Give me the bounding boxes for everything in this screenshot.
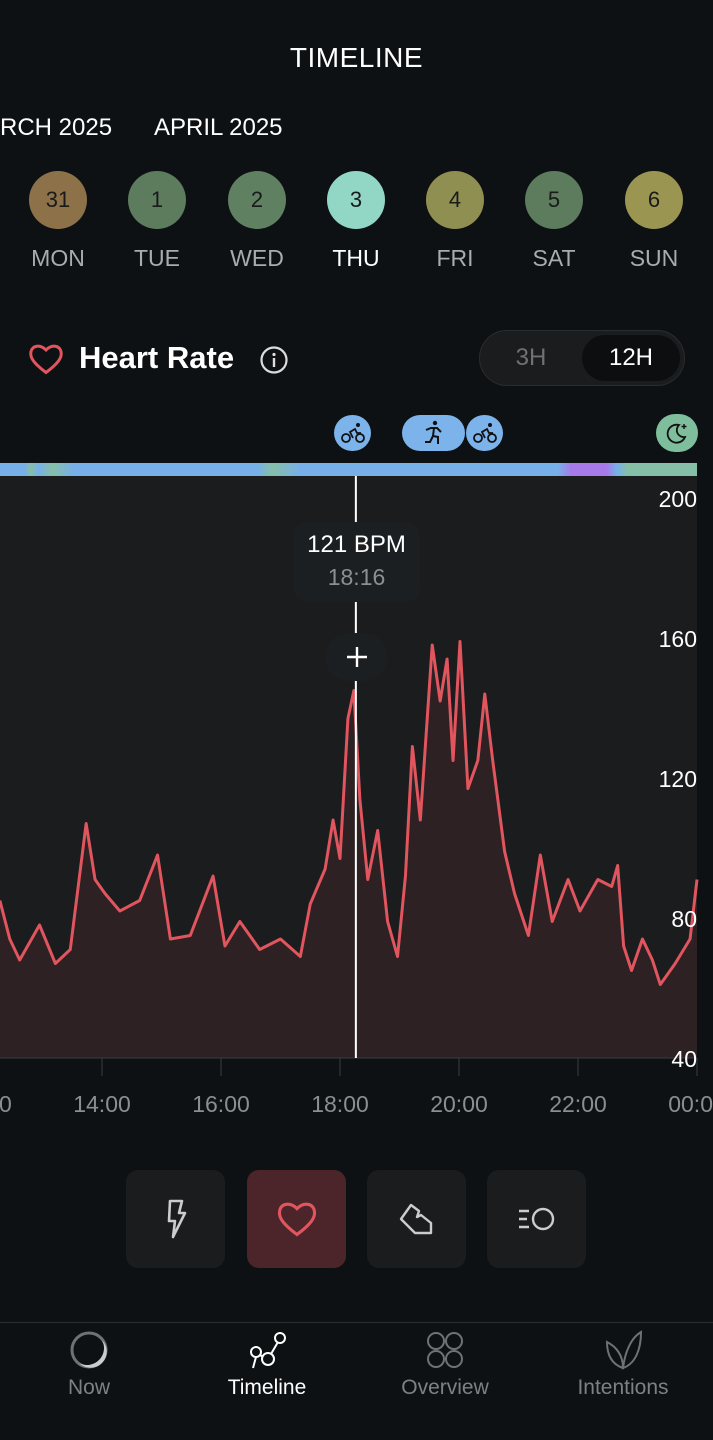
day-number: 31 — [29, 171, 87, 229]
heart-icon — [29, 344, 63, 375]
x-tick-label: 16:00 — [192, 1091, 250, 1117]
range-toggle: 3H 12H — [479, 330, 685, 386]
nav-timeline[interactable]: Timeline — [187, 1330, 347, 1400]
range-3h-button[interactable]: 3H — [515, 344, 547, 371]
day-number: 6 — [625, 171, 683, 229]
x-tick-label: 22:00 — [549, 1091, 607, 1117]
day-wed[interactable]: 2 WED — [227, 171, 287, 272]
x-tick-label: 14:00 — [73, 1091, 131, 1117]
nav-label: Now — [67, 1376, 110, 1399]
y-tick-label: 120 — [659, 766, 697, 792]
activity-timeline-bar — [0, 463, 697, 476]
activity-cycling-icon[interactable] — [466, 415, 503, 451]
activity-cycling-icon[interactable] — [334, 415, 371, 451]
day-number: 4 — [426, 171, 484, 229]
day-number: 5 — [525, 171, 583, 229]
moon-circle-icon — [70, 1331, 108, 1369]
day-label: FRI — [436, 245, 474, 271]
activity-sleep-moon-icon[interactable] — [656, 414, 698, 452]
tooltip-value: 121 BPM — [307, 531, 406, 558]
y-tick-label: 160 — [659, 626, 697, 652]
y-tick-label: 40 — [671, 1046, 697, 1072]
nav-overview[interactable]: Overview — [365, 1330, 525, 1400]
heart-rate-area — [0, 641, 697, 1058]
day-number: 2 — [228, 171, 286, 229]
day-label: SUN — [629, 245, 679, 271]
leaf-icon — [605, 1330, 643, 1370]
metric-title: Heart Rate — [79, 340, 235, 375]
activity-running-icon[interactable] — [402, 415, 465, 451]
nav-intentions[interactable]: Intentions — [543, 1330, 703, 1400]
info-icon[interactable] — [259, 345, 289, 375]
heart-icon — [277, 1202, 316, 1237]
day-label: THU — [332, 245, 380, 271]
day-fri[interactable]: 4 FRI — [425, 171, 485, 272]
month-label-march[interactable]: RCH 2025 — [0, 114, 113, 141]
nav-now[interactable]: Now — [9, 1330, 169, 1400]
x-tick-label: 20:00 — [430, 1091, 488, 1117]
grid-circles-icon — [427, 1332, 463, 1368]
day-label: TUE — [134, 245, 180, 271]
day-label: MON — [31, 245, 85, 271]
heart-rate-line — [0, 640, 699, 986]
metric-button-energy[interactable] — [126, 1170, 225, 1268]
x-tick-label: 12:00 — [0, 1091, 12, 1117]
day-tue[interactable]: 1 TUE — [127, 171, 187, 272]
day-number: 3 — [327, 171, 385, 229]
day-label: SAT — [532, 245, 576, 271]
day-number: 1 — [128, 171, 186, 229]
day-label: WED — [230, 245, 284, 271]
nav-label: Timeline — [227, 1376, 307, 1399]
metric-button-heart-rate[interactable] — [247, 1170, 346, 1268]
x-tick-label: 00:00 — [668, 1091, 713, 1117]
plus-icon — [346, 647, 367, 667]
y-tick-label: 200 — [659, 486, 697, 512]
timeline-icon — [250, 1332, 286, 1369]
nav-label: Overview — [401, 1376, 489, 1399]
nav-divider — [0, 1322, 713, 1323]
x-tick-label: 18:00 — [311, 1091, 369, 1117]
speed-icon — [518, 1207, 554, 1231]
shoe-icon — [399, 1203, 432, 1235]
nav-label: Intentions — [577, 1376, 669, 1399]
tooltip-time: 18:16 — [327, 564, 386, 590]
day-mon[interactable]: 31 MON — [28, 171, 88, 272]
page-title: TIMELINE — [289, 42, 424, 73]
day-thu[interactable]: 3 THU — [326, 171, 386, 272]
day-sat[interactable]: 5 SAT — [524, 171, 584, 272]
range-12h-button[interactable]: 12H — [582, 335, 680, 381]
metric-button-steps[interactable] — [367, 1170, 466, 1268]
metric-button-speed[interactable] — [487, 1170, 586, 1268]
month-label-april[interactable]: APRIL 2025 — [154, 114, 283, 141]
lightning-icon — [167, 1199, 186, 1239]
add-annotation-button[interactable] — [325, 633, 388, 681]
chart-tooltip: 121 BPM 18:16 — [293, 522, 420, 602]
y-tick-label: 80 — [671, 906, 697, 932]
day-sun[interactable]: 6 SUN — [624, 171, 684, 272]
